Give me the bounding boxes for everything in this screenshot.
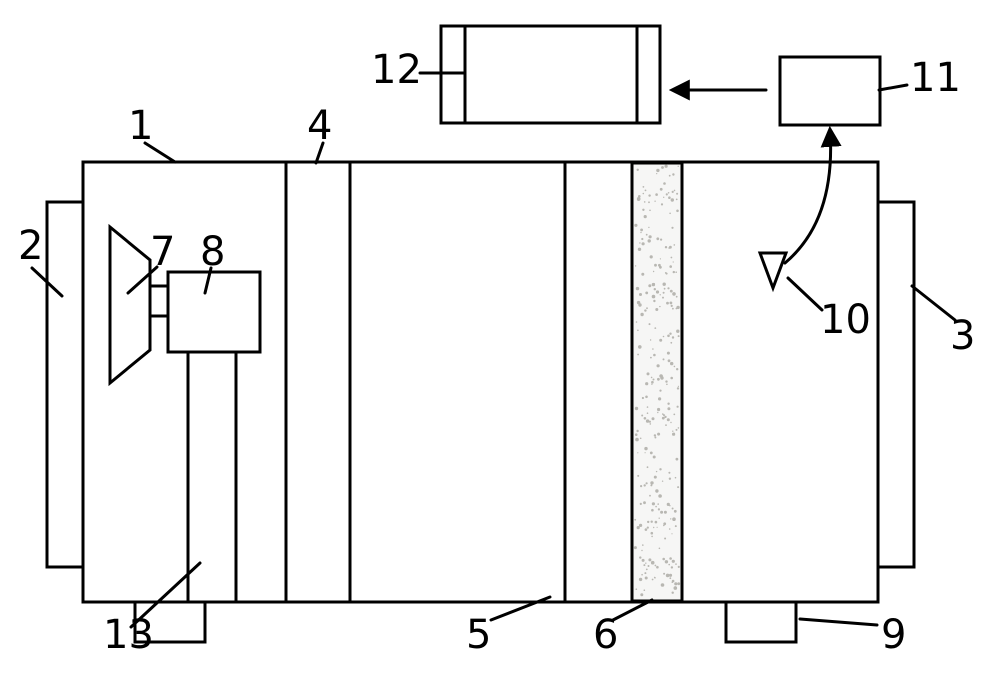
label-6: 6 — [593, 612, 618, 658]
controller-11 — [780, 57, 880, 125]
right-panel-3 — [878, 202, 914, 567]
left-panel-2 — [47, 202, 83, 567]
stand-13 — [188, 352, 236, 602]
label-10: 10 — [820, 297, 871, 343]
lead-9 — [800, 619, 877, 625]
lead-3 — [912, 286, 955, 320]
label-11: 11 — [910, 55, 961, 101]
lead-11 — [879, 85, 907, 90]
label-13: 13 — [103, 612, 154, 658]
label-1: 1 — [128, 103, 153, 149]
label-5: 5 — [466, 612, 491, 658]
label-4: 4 — [307, 103, 332, 149]
display-12 — [441, 26, 660, 123]
filter-6 — [632, 163, 682, 601]
label-8: 8 — [200, 229, 225, 275]
label-3: 3 — [950, 313, 975, 359]
label-9: 9 — [881, 612, 906, 658]
foot-right-9 — [726, 602, 796, 642]
schematic-diagram: 12345678910111213 — [0, 0, 1000, 676]
motor-8 — [168, 272, 260, 352]
label-7: 7 — [150, 229, 175, 275]
fan-hub — [150, 286, 168, 316]
label-12: 12 — [371, 47, 422, 93]
label-2: 2 — [18, 223, 43, 269]
